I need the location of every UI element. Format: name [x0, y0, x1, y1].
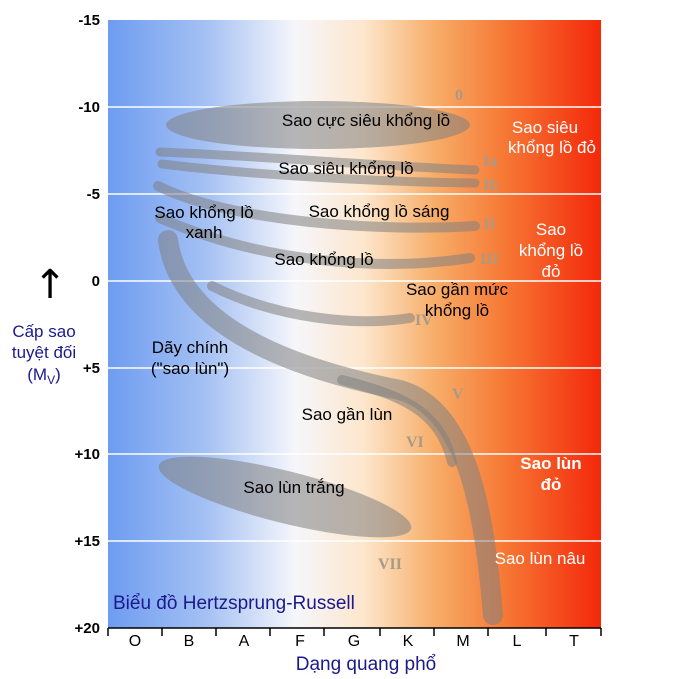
- lum-class-vii: VII: [378, 556, 402, 573]
- y-tick: -15: [78, 12, 100, 29]
- label-bright-giants: Sao khổng lồ sáng: [309, 202, 450, 221]
- main-sequence-band: [158, 230, 503, 625]
- label-red-giants-3: đỏ: [542, 262, 561, 281]
- x-tick: T: [569, 633, 579, 650]
- lum-class-ia: Ia: [483, 153, 497, 170]
- label-red-dwarfs-1: Sao lùn: [520, 454, 581, 473]
- lum-class-ib: Ib: [483, 177, 498, 194]
- label-brown-dwarfs: Sao lùn nâu: [495, 549, 586, 568]
- label-blue-giants-1: Sao khổng lồ: [154, 203, 253, 222]
- lum-class-ii: II: [483, 216, 495, 233]
- bright-giant-band: [153, 181, 480, 233]
- lum-class-0: 0: [455, 87, 463, 104]
- y-axis-ticks: -15 -10 -5 0 +5 +10 +15 +20: [75, 12, 100, 637]
- label-main-sequence-1: Dãy chính: [152, 338, 229, 357]
- lum-class-v: V: [452, 386, 464, 403]
- label-white-dwarfs: Sao lùn trắng: [243, 478, 344, 497]
- label-hypergiants: Sao cực siêu khổng lồ: [282, 111, 450, 130]
- y-axis-label-line1: Cấp sao: [12, 322, 75, 341]
- x-axis: O B A F G K M L T: [107, 627, 602, 650]
- x-tick: K: [403, 633, 414, 650]
- lum-class-vi: VI: [406, 434, 424, 451]
- label-blue-giants-2: xanh: [186, 223, 223, 242]
- y-tick: +15: [75, 533, 100, 550]
- y-tick: +20: [75, 620, 100, 637]
- label-red-supergiants-1: Sao siêu: [512, 118, 578, 137]
- x-tick: B: [184, 633, 195, 650]
- subdwarf-band: [337, 375, 457, 467]
- x-axis-title: Dạng quang phổ: [296, 654, 437, 675]
- y-axis-label-symbol: (MV): [27, 365, 61, 387]
- label-red-giants-1: Sao: [536, 220, 566, 239]
- label-giants: Sao khổng lồ: [274, 250, 373, 269]
- x-tick: M: [456, 633, 469, 650]
- y-axis-label-line2: tuyệt đối: [12, 343, 76, 362]
- x-tick: O: [129, 633, 141, 650]
- y-tick: +10: [75, 446, 100, 463]
- white-dwarf-region: [158, 456, 412, 538]
- y-tick: -10: [78, 99, 100, 116]
- lum-class-iv: IV: [415, 312, 433, 329]
- label-subgiants-1: Sao gần mức: [406, 280, 509, 299]
- subgiant-band: [207, 281, 415, 327]
- giant-band: [155, 213, 475, 269]
- y-tick: -5: [87, 186, 100, 203]
- y-axis-arrow-icon: ↑: [33, 262, 67, 308]
- label-main-sequence-2: ("sao lùn"): [151, 359, 229, 378]
- hypergiant-region: [166, 101, 470, 149]
- label-subdwarfs: Sao gần lùn: [302, 405, 393, 424]
- x-tick: F: [295, 633, 305, 650]
- label-subgiants-2: khổng lồ: [425, 301, 489, 320]
- supergiant-ia-band: [155, 147, 480, 175]
- region-labels: Sao cực siêu khổng lồ Sao siêu khổng lồ …: [151, 111, 596, 568]
- lum-class-iii: III: [480, 251, 499, 268]
- supergiant-ib-band: [157, 159, 480, 188]
- x-tick: G: [348, 633, 360, 650]
- label-red-giants-2: khổng lồ: [519, 241, 583, 260]
- luminosity-classes: 0 Ia Ib II III IV V VI VII: [378, 87, 499, 573]
- x-tick: A: [239, 633, 250, 650]
- x-tick: L: [513, 633, 522, 650]
- star-bands: [153, 101, 503, 625]
- diagram-title: Biểu đồ Hertzsprung-Russell: [113, 593, 355, 614]
- y-tick: 0: [92, 273, 100, 290]
- label-red-dwarfs-2: đỏ: [541, 475, 562, 494]
- label-red-supergiants-2: khổng lồ đỏ: [508, 138, 596, 157]
- y-tick: +5: [83, 360, 100, 377]
- label-supergiants: Sao siêu khổng lồ: [278, 159, 413, 178]
